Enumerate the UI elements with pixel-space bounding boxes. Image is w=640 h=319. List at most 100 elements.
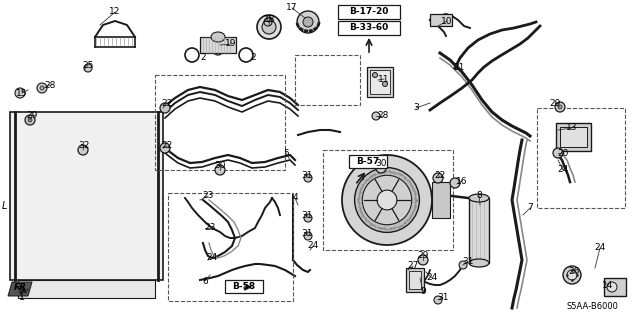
Text: 31: 31	[437, 293, 449, 302]
Circle shape	[377, 190, 397, 210]
Circle shape	[342, 155, 432, 245]
Bar	[537, 108, 625, 208]
Text: 29: 29	[26, 112, 38, 121]
Bar	[432, 182, 450, 218]
Text: 23: 23	[204, 224, 216, 233]
Circle shape	[28, 118, 32, 122]
Bar	[406, 268, 424, 292]
Text: 11: 11	[378, 75, 390, 84]
Text: 3: 3	[413, 103, 419, 113]
Text: 30: 30	[375, 160, 387, 168]
Text: 23: 23	[202, 191, 214, 201]
Ellipse shape	[211, 35, 225, 55]
Text: 26: 26	[568, 268, 580, 277]
Bar	[338, 21, 400, 35]
Text: 24: 24	[307, 241, 319, 250]
Circle shape	[433, 173, 443, 183]
Circle shape	[264, 18, 272, 26]
Circle shape	[297, 11, 319, 33]
Circle shape	[304, 174, 312, 182]
Text: 15: 15	[16, 88, 28, 98]
Ellipse shape	[469, 259, 489, 267]
Circle shape	[459, 261, 467, 269]
Circle shape	[25, 115, 35, 125]
Polygon shape	[8, 282, 32, 296]
Text: 6: 6	[202, 277, 208, 286]
Text: 32: 32	[78, 142, 90, 151]
Text: 16: 16	[456, 176, 468, 186]
Text: 25: 25	[262, 16, 274, 25]
Text: 30: 30	[214, 161, 226, 170]
Circle shape	[418, 255, 428, 265]
Text: 28: 28	[44, 80, 56, 90]
Text: 22: 22	[161, 142, 173, 151]
Bar	[10, 112, 163, 280]
Text: 25: 25	[83, 61, 93, 70]
Circle shape	[383, 81, 387, 86]
Text: B-33-60: B-33-60	[349, 24, 388, 33]
Bar	[409, 271, 421, 289]
Bar	[560, 127, 587, 147]
Circle shape	[553, 148, 563, 158]
Circle shape	[78, 145, 88, 155]
Circle shape	[84, 64, 92, 72]
Circle shape	[215, 165, 225, 175]
Bar	[430, 14, 452, 26]
Bar	[338, 5, 400, 19]
Text: 12: 12	[109, 8, 121, 17]
Text: 2: 2	[250, 53, 256, 62]
Text: 29: 29	[549, 99, 561, 108]
Text: 5: 5	[283, 149, 289, 158]
Circle shape	[558, 105, 562, 109]
Ellipse shape	[469, 194, 489, 202]
Text: 21: 21	[453, 63, 465, 71]
Circle shape	[555, 102, 565, 112]
Text: 24: 24	[595, 243, 605, 253]
Text: 24: 24	[206, 253, 218, 262]
Text: 1: 1	[19, 293, 25, 301]
Text: 31: 31	[301, 228, 313, 238]
Circle shape	[450, 178, 460, 188]
Text: 10: 10	[441, 17, 452, 26]
Text: 24: 24	[557, 166, 568, 174]
Bar	[469, 198, 489, 263]
Text: 9: 9	[420, 286, 426, 295]
Bar	[556, 123, 591, 151]
Text: 14: 14	[602, 280, 614, 290]
Circle shape	[376, 163, 386, 173]
Text: 22: 22	[435, 172, 445, 181]
Text: B-17-20: B-17-20	[349, 8, 388, 17]
Bar	[10, 112, 163, 280]
Circle shape	[304, 214, 312, 222]
Circle shape	[40, 86, 44, 90]
Bar	[367, 67, 393, 97]
Circle shape	[160, 143, 170, 153]
Text: 31: 31	[301, 211, 313, 219]
Circle shape	[160, 103, 170, 113]
Bar	[18, 280, 155, 298]
Text: S5AA-B6000: S5AA-B6000	[566, 302, 618, 311]
Bar	[604, 278, 626, 296]
Text: 31: 31	[462, 257, 474, 266]
Text: 27: 27	[407, 262, 419, 271]
Circle shape	[304, 232, 312, 240]
Circle shape	[362, 175, 412, 225]
Ellipse shape	[211, 32, 225, 42]
Text: 2: 2	[200, 53, 206, 62]
Text: 19: 19	[225, 40, 237, 48]
Text: 22: 22	[161, 99, 173, 108]
Text: B-57: B-57	[356, 157, 380, 166]
Circle shape	[37, 83, 47, 93]
Bar	[349, 155, 387, 168]
Text: FR.: FR.	[13, 284, 30, 293]
Text: L: L	[1, 201, 6, 211]
Circle shape	[257, 15, 281, 39]
Circle shape	[15, 88, 25, 98]
Bar	[168, 193, 293, 301]
Text: 17: 17	[286, 4, 298, 12]
Circle shape	[262, 20, 276, 34]
Bar	[295, 55, 360, 105]
Text: 31: 31	[301, 170, 313, 180]
Circle shape	[563, 266, 581, 284]
Bar	[370, 70, 390, 94]
